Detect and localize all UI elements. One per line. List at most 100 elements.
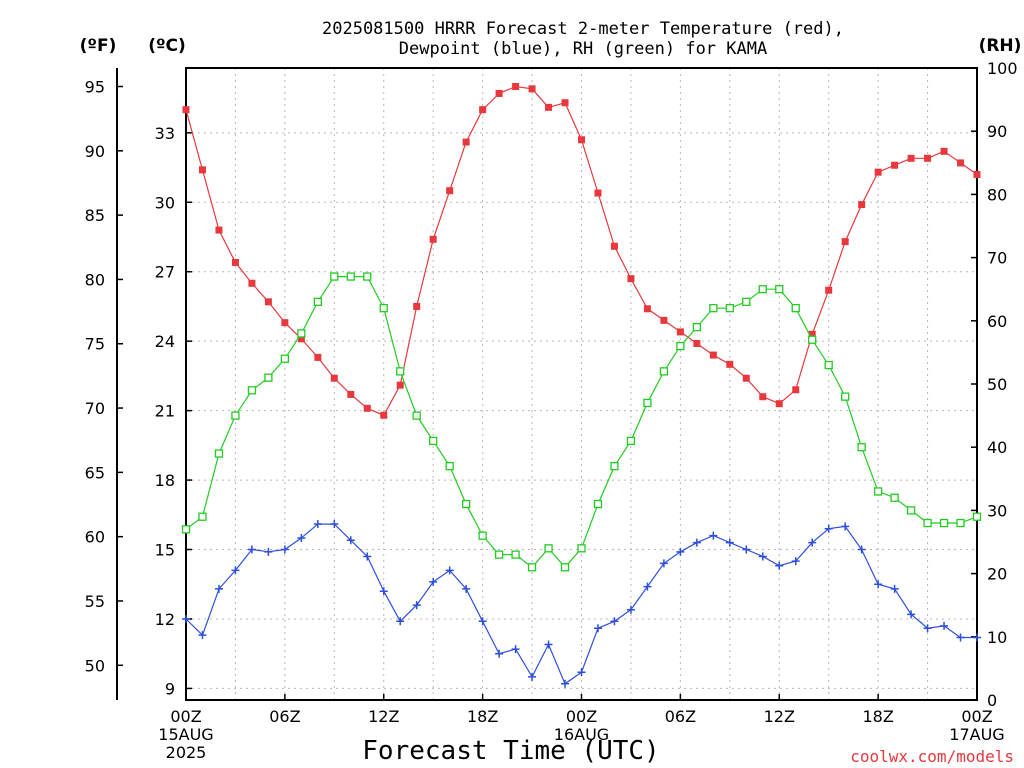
dewpoint-point (659, 559, 668, 568)
rh-point (264, 373, 273, 382)
x-tick-label: 06Z (269, 707, 300, 726)
dewpoint-point (973, 633, 981, 642)
2-meter-temperature-point (907, 154, 915, 162)
2-meter-temperature-point (792, 386, 800, 394)
dewpoint-point (775, 561, 784, 570)
2-meter-temperature-point (940, 147, 948, 155)
rh-point (363, 272, 372, 281)
rh-point (956, 518, 965, 528)
rh-point (181, 525, 191, 534)
rh-tick-label: 70 (987, 249, 1007, 268)
dewpoint-point (907, 610, 916, 619)
axes (116, 67, 978, 701)
dewpoint-point (346, 536, 355, 545)
rh-point (346, 272, 355, 281)
fahrenheit-tick-label: 90 (85, 142, 105, 161)
rh-point (692, 322, 702, 332)
fahrenheit-tick-label: 80 (85, 270, 105, 289)
dewpoint-point (758, 552, 767, 561)
fahrenheit-tick-label: 60 (85, 528, 105, 547)
dewpoint-point (791, 557, 800, 566)
2-meter-temperature-point (825, 286, 833, 294)
rh-point (890, 493, 899, 502)
2-meter-temperature-point (281, 319, 289, 327)
dewpoint-point (462, 584, 471, 593)
2-meter-temperature-point (396, 381, 404, 389)
dewpoint-point (626, 605, 635, 614)
rh-point (972, 512, 982, 521)
dewpoint-point (940, 621, 949, 630)
2-meter-temperature-point (231, 258, 239, 266)
rh-point (478, 531, 487, 540)
dewpoint-point (890, 584, 899, 593)
fahrenheit-tick-label: 85 (85, 206, 105, 225)
rh-point (494, 550, 504, 559)
rh-tick-label: 10 (987, 628, 1007, 647)
rh-tick-label: 20 (987, 565, 1007, 584)
dewpoint-point (857, 545, 866, 554)
2-meter-temperature-point (610, 242, 618, 250)
x-tick-label: 18Z (862, 707, 893, 726)
rh-point (873, 487, 883, 496)
rh-point (610, 462, 619, 471)
dewpoint-point (363, 552, 372, 561)
dewpoint-point (593, 624, 602, 633)
2-meter-temperature-point (775, 400, 783, 408)
dewpoint-point (610, 617, 619, 626)
2-meter-temperature-point (215, 226, 223, 234)
dewpoint-point (412, 601, 421, 610)
rh-point (659, 367, 669, 376)
fahrenheit-tick-label: 70 (85, 399, 105, 418)
2-meter-temperature-point (182, 106, 190, 114)
dewpoint-point (198, 631, 207, 640)
celsius-tick-label: 30 (155, 193, 175, 212)
fahrenheit-tick-label: 65 (85, 463, 105, 482)
dewpoint-point (561, 679, 570, 688)
2-meter-temperature-point (759, 393, 767, 401)
fahrenheit-tick-label: 50 (85, 656, 105, 675)
2-meter-temperature-point (545, 103, 553, 111)
dewpoint-point (709, 531, 718, 540)
rh-point (923, 518, 932, 528)
2-meter-temperature-point (660, 316, 668, 324)
dewpoint-point (528, 672, 537, 681)
dewpoint-point (742, 545, 751, 554)
x-tick-label: 00Z (170, 707, 201, 726)
chart-title-line1: 2025081500 HRRR Forecast 2-meter Tempera… (322, 19, 844, 39)
rh-point (412, 411, 421, 420)
celsius-tick-label: 15 (155, 541, 175, 560)
2-meter-temperature-point (446, 187, 454, 195)
celsius-tick-label: 18 (155, 471, 175, 490)
dewpoint-point (841, 522, 850, 531)
tick-labels: 50 55 60 65 70 75 80 85 90 95 9 12 15 18 21 24 27 30 33 0 10… (85, 59, 1018, 762)
celsius-tick-label: 24 (155, 332, 175, 351)
rh-point (758, 285, 767, 294)
2-meter-temperature-point (248, 279, 256, 287)
rh-tick-label: 50 (987, 375, 1007, 394)
plot-frame (185, 67, 978, 701)
2-meter-temperature-point (957, 159, 965, 167)
rh-point (593, 499, 603, 509)
2-meter-temperature-point (347, 390, 355, 398)
2-meter-temperature-point (512, 83, 520, 91)
rh-point (791, 304, 800, 313)
rh-point (231, 411, 240, 420)
dewpoint-point (214, 584, 223, 593)
dewpoint-point (676, 547, 685, 556)
dewpoint-point (231, 566, 240, 575)
rh-point (857, 443, 866, 452)
x-tick-label: 18Z (467, 707, 498, 726)
x-tick-label: 06Z (665, 707, 696, 726)
2-meter-temperature-point (973, 170, 981, 178)
rh-point (544, 544, 553, 553)
2-meter-temperature-point (891, 161, 899, 169)
rh-point (626, 436, 636, 446)
rh-point (676, 341, 685, 351)
rh-point (461, 499, 471, 509)
rh-point (527, 563, 537, 572)
dewpoint-point (643, 582, 652, 591)
2-meter-temperature-point (528, 85, 536, 93)
2-meter-temperature-point (330, 374, 338, 382)
dewpoint-point (264, 547, 273, 556)
x-tick-label: 00Z (566, 707, 597, 726)
